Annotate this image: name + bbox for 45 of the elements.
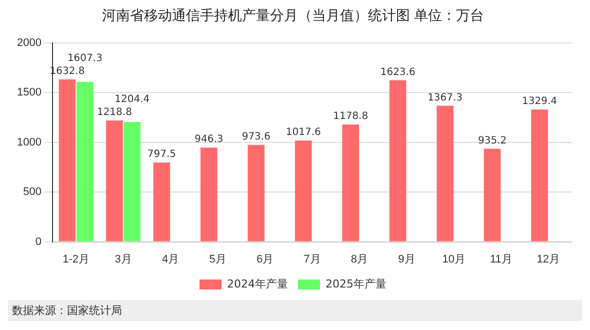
bar bbox=[294, 140, 312, 242]
x-tick-label: 11月 bbox=[490, 253, 512, 266]
data-label: 1218.8 bbox=[96, 107, 132, 118]
x-tick-label: 8月 bbox=[350, 253, 368, 266]
data-label: 1329.4 bbox=[522, 96, 558, 108]
data-label: 1204.4 bbox=[114, 94, 150, 106]
legend-label: 2024年产量 bbox=[227, 277, 288, 290]
data-label: 1367.3 bbox=[428, 92, 463, 104]
bar bbox=[342, 124, 360, 242]
bar bbox=[153, 162, 170, 242]
bar bbox=[106, 120, 123, 242]
bar bbox=[200, 148, 218, 242]
x-tick-label: 1-2月 bbox=[62, 253, 90, 266]
bar bbox=[484, 148, 501, 242]
bar bbox=[124, 122, 141, 242]
bar bbox=[58, 79, 76, 242]
x-tick-label: 5月 bbox=[209, 253, 226, 266]
y-tick-label: 1500 bbox=[16, 86, 42, 99]
x-tick-label: 7月 bbox=[304, 253, 321, 266]
x-tick-label: 4月 bbox=[162, 253, 180, 266]
y-tick-label: 1000 bbox=[16, 136, 42, 148]
bar bbox=[389, 80, 406, 242]
x-tick-label: 3月 bbox=[114, 253, 132, 266]
y-tick-label: 500 bbox=[23, 186, 42, 198]
bar bbox=[436, 106, 454, 242]
legend-label: 2025年产量 bbox=[326, 277, 386, 290]
data-label: 1017.6 bbox=[286, 127, 321, 138]
data-label: 1607.3 bbox=[67, 52, 102, 64]
y-tick-label: 0 bbox=[35, 236, 42, 248]
x-tick-label: 10月 bbox=[442, 253, 466, 266]
chart-title: 河南省移动通信手持机产量分月（当月值）统计图 单位：万台 bbox=[102, 8, 484, 24]
bar bbox=[531, 110, 548, 242]
y-tick-label: 2000 bbox=[16, 36, 42, 49]
x-tick-label: 9月 bbox=[398, 253, 416, 266]
data-label: 935.2 bbox=[478, 135, 507, 146]
data-label: 1623.6 bbox=[380, 66, 416, 78]
data-label: 946.3 bbox=[194, 134, 224, 146]
bar bbox=[76, 82, 94, 242]
data-label: 973.6 bbox=[242, 132, 270, 143]
x-tick-label: 12月 bbox=[536, 253, 560, 266]
source-note: 数据来源：国家统计局 bbox=[12, 304, 122, 317]
x-tick-label: 6月 bbox=[256, 253, 274, 266]
bar bbox=[248, 144, 265, 242]
data-label: 797.5 bbox=[147, 149, 176, 160]
data-label: 1178.8 bbox=[333, 111, 368, 122]
